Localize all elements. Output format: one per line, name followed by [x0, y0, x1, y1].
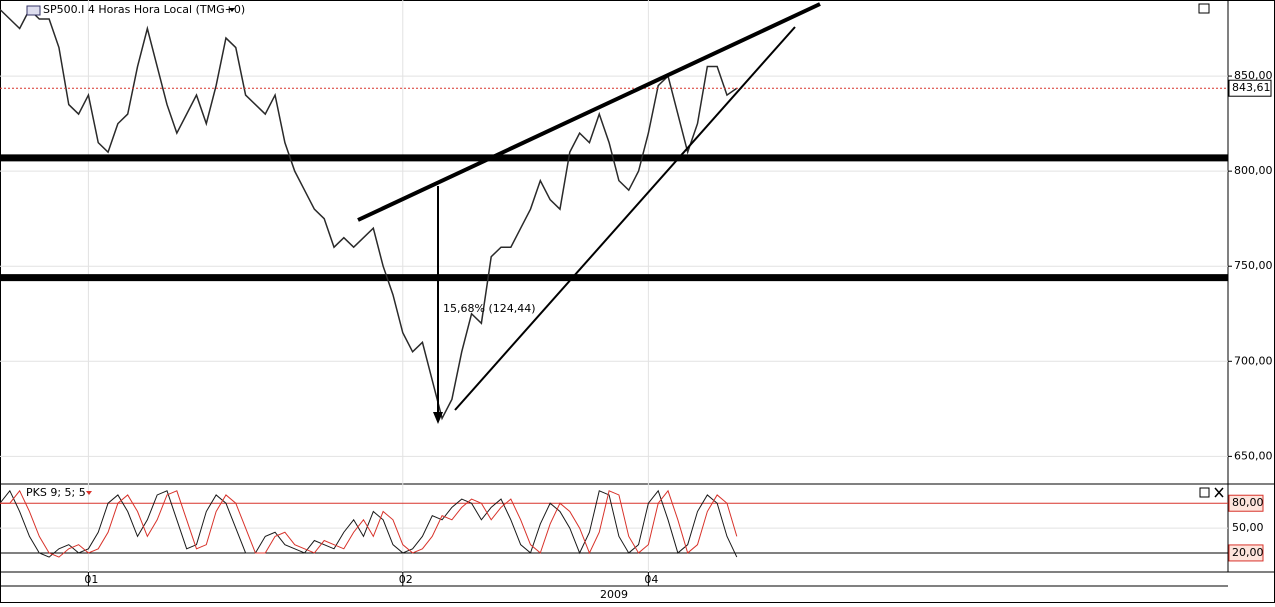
level-box — [1228, 544, 1264, 562]
oscillator-panel: 20,00 50,00 80,00 — [0, 489, 1264, 562]
series-line — [0, 8, 738, 421]
y-tick-label: 850,00 — [1234, 69, 1273, 82]
maximize-button[interactable] — [1198, 3, 1210, 14]
x-axis-label: 2009 — [600, 588, 628, 601]
trendline — [454, 26, 796, 411]
x-tick-label: 04 — [644, 573, 658, 586]
dropdown[interactable] — [229, 8, 235, 12]
maximize-button[interactable] — [1199, 487, 1210, 498]
cfd-icon — [26, 5, 41, 16]
last-price-box — [1228, 79, 1272, 97]
y-tick-label: 80,00 — [1232, 496, 1264, 509]
chart-title: SP500.I 4 Horas Hora Local (TMG+0) — [43, 3, 245, 16]
series-line — [0, 489, 738, 558]
last-price-label: 843,61 — [1232, 81, 1271, 94]
x-tick-label: 01 — [84, 573, 98, 586]
series-line — [0, 489, 738, 558]
indicator-title: PKS 9; 5; 5 — [26, 486, 86, 499]
y-tick-label: 20,00 — [1232, 546, 1264, 559]
y-tick-label: 650,00 — [1234, 449, 1273, 462]
dropdown[interactable] — [86, 491, 92, 495]
measure-arrow — [433, 412, 443, 424]
trendline — [357, 2, 821, 222]
close-button[interactable] — [1214, 487, 1224, 498]
level-box — [1228, 494, 1264, 512]
y-tick-label: 700,00 — [1234, 354, 1273, 367]
measure-label: 15,68% (124,44) — [443, 302, 536, 315]
y-tick-label: 50,00 — [1232, 521, 1264, 534]
x-tick-label: 02 — [399, 573, 413, 586]
y-tick-label: 800,00 — [1234, 164, 1273, 177]
y-tick-label: 750,00 — [1234, 259, 1273, 272]
